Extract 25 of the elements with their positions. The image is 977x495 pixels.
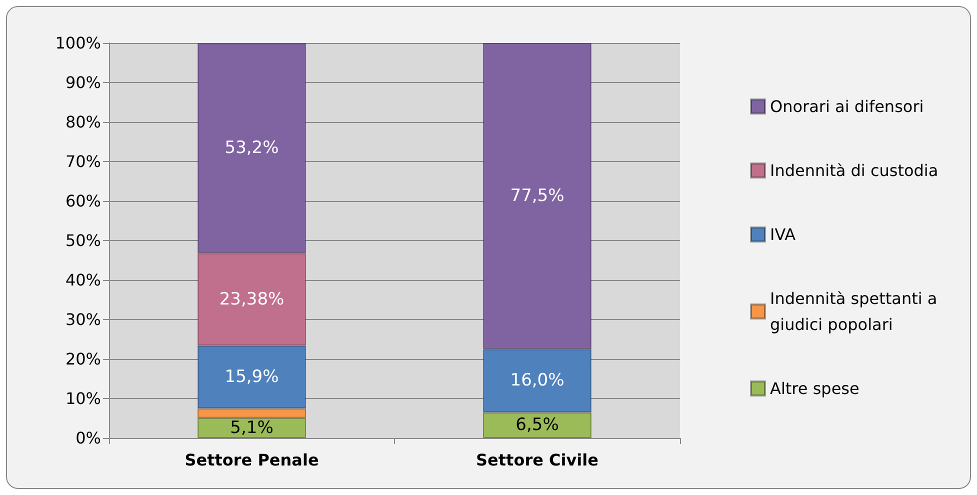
y-tick-label: 50%: [65, 231, 101, 250]
y-tick-label: 0%: [76, 428, 101, 448]
y-tick-label: 30%: [65, 310, 101, 329]
y-tick-label: 90%: [65, 73, 101, 92]
legend-label: IVA: [770, 225, 796, 244]
y-tick-label: 70%: [65, 152, 101, 171]
legend-label: Altre spese: [770, 379, 860, 398]
data-label: 23,38%: [219, 289, 284, 310]
y-tick-label: 40%: [65, 270, 101, 290]
data-label: 77,5%: [510, 186, 564, 206]
y-tick-label: 100%: [55, 34, 101, 52]
legend-label: Indennità di custodia: [770, 161, 938, 180]
y-tick-label: 20%: [65, 350, 101, 368]
data-label: 6,5%: [516, 415, 559, 436]
y-tick-label: 80%: [65, 112, 101, 132]
data-label: 15,9%: [224, 366, 279, 387]
data-label: 16,0%: [510, 370, 564, 391]
y-tick-label: 10%: [65, 389, 101, 408]
x-tick-label: Settore Penale: [184, 450, 319, 470]
data-label: 5,1%: [230, 418, 274, 438]
y-tick-label: 60%: [65, 192, 101, 210]
data-label: 53,2%: [224, 138, 279, 158]
legend-label: Onorari ai difensori: [770, 97, 924, 116]
legend-label: Indennità spettanti a giudici popolari: [770, 289, 942, 334]
x-tick-label: Settore Civile: [476, 450, 599, 470]
